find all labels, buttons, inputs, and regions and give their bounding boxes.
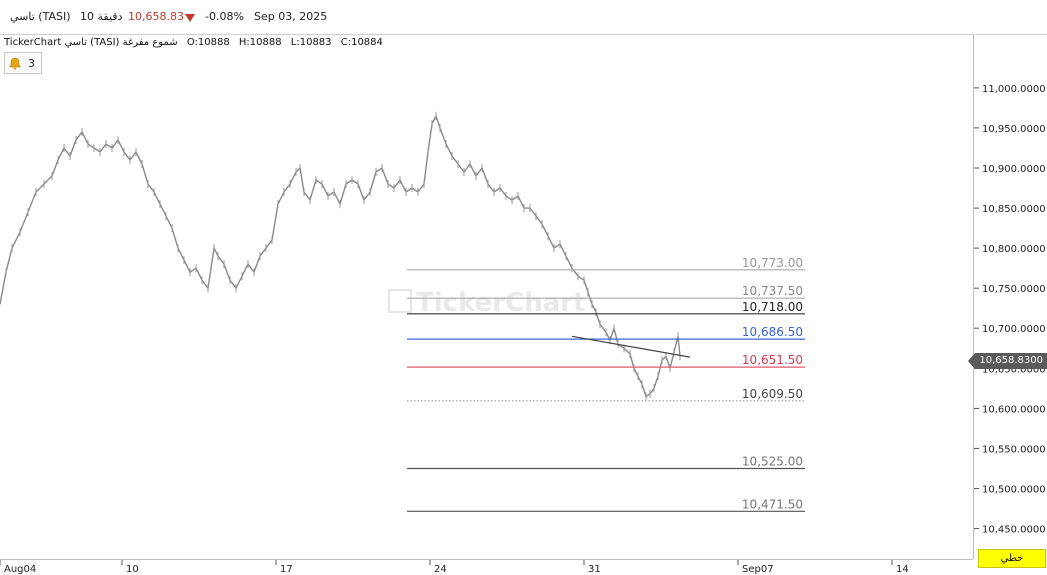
alert-count: 3 xyxy=(28,56,35,70)
level-label: 10,609.50 xyxy=(742,387,803,401)
symbol-label[interactable]: تاسي (TASI) xyxy=(10,10,71,23)
high-value: H:10888 xyxy=(238,37,282,48)
y-axis[interactable]: 11,000.0000 10,950.0000 10,900.0000 10,850.… xyxy=(973,35,1047,559)
level-label: 10,773.00 xyxy=(742,256,803,270)
low-value: L:10883 xyxy=(290,37,332,48)
x-tick-label: Sep07 xyxy=(742,564,774,575)
alerts-button[interactable]: 3 xyxy=(4,52,42,74)
x-tick-label: 10 xyxy=(126,564,139,575)
level-label: 10,525.00 xyxy=(742,455,803,469)
level-label: 10,471.50 xyxy=(742,497,803,511)
y-tick-label: 10,550.0000 xyxy=(982,444,1046,455)
y-tick-label: 10,950.0000 xyxy=(982,124,1046,135)
x-tick-label: 17 xyxy=(280,564,293,575)
chart-title: TickerChart تاسي (TASI) شموع مفرغة xyxy=(4,37,178,48)
watermark: TickerChart xyxy=(388,288,586,318)
last-price: 10,658.83 xyxy=(128,10,184,23)
y-tick-label: 10,700.0000 xyxy=(982,324,1046,335)
open-value: O:10888 xyxy=(186,37,230,48)
price-line xyxy=(0,114,681,398)
x-tick-label: 31 xyxy=(588,564,601,575)
level-label: 10,718.00 xyxy=(742,300,803,314)
y-tick-label: 10,900.0000 xyxy=(982,164,1046,175)
y-tick-label: 10,500.0000 xyxy=(982,485,1046,496)
x-tick-label: Aug04 xyxy=(4,564,36,575)
interval-label[interactable]: 10 دقيقة xyxy=(80,10,123,23)
toolbar: تاسي (TASI) 10 دقيقة 10,658.83 -0.08% Se… xyxy=(0,0,1047,35)
y-tick-label: 10,750.0000 xyxy=(982,284,1046,295)
y-tick-label: 10,850.0000 xyxy=(982,204,1046,215)
x-tick-label: 14 xyxy=(896,564,909,575)
price-chart[interactable]: 10,773.00 10,737.50 10,718.00 10,686.50 10,6… xyxy=(0,35,973,559)
change-percent: -0.08% xyxy=(205,10,244,23)
y-tick-label: 11,000.0000 xyxy=(982,84,1046,95)
chart-type-button[interactable]: خطي xyxy=(978,549,1046,568)
current-price-tag: 10,658.8300 xyxy=(968,353,1047,369)
y-tick-label: 10,600.0000 xyxy=(982,404,1046,415)
trend-line xyxy=(571,335,691,358)
level-label: 10,686.50 xyxy=(742,325,803,339)
y-tick-label: 10,450.0000 xyxy=(982,525,1046,536)
bell-icon xyxy=(8,57,22,70)
x-axis[interactable]: Aug04 10 17 24 31 Sep07 14 xyxy=(0,559,973,575)
y-tick-label: 10,800.0000 xyxy=(982,244,1046,255)
y-tick-label: 10,650.0000 xyxy=(982,364,1046,375)
level-label: 10,737.50 xyxy=(742,284,803,298)
x-tick-label: 24 xyxy=(434,564,447,575)
close-value: C:10884 xyxy=(340,37,383,48)
ohlc-info: TickerChart تاسي (TASI) شموع مفرغة O:108… xyxy=(4,37,389,48)
watermark-text: TickerChart xyxy=(416,288,586,318)
level-label: 10,651.50 xyxy=(742,353,803,367)
down-arrow-icon xyxy=(185,14,195,22)
date-label: Sep 03, 2025 xyxy=(254,10,328,23)
